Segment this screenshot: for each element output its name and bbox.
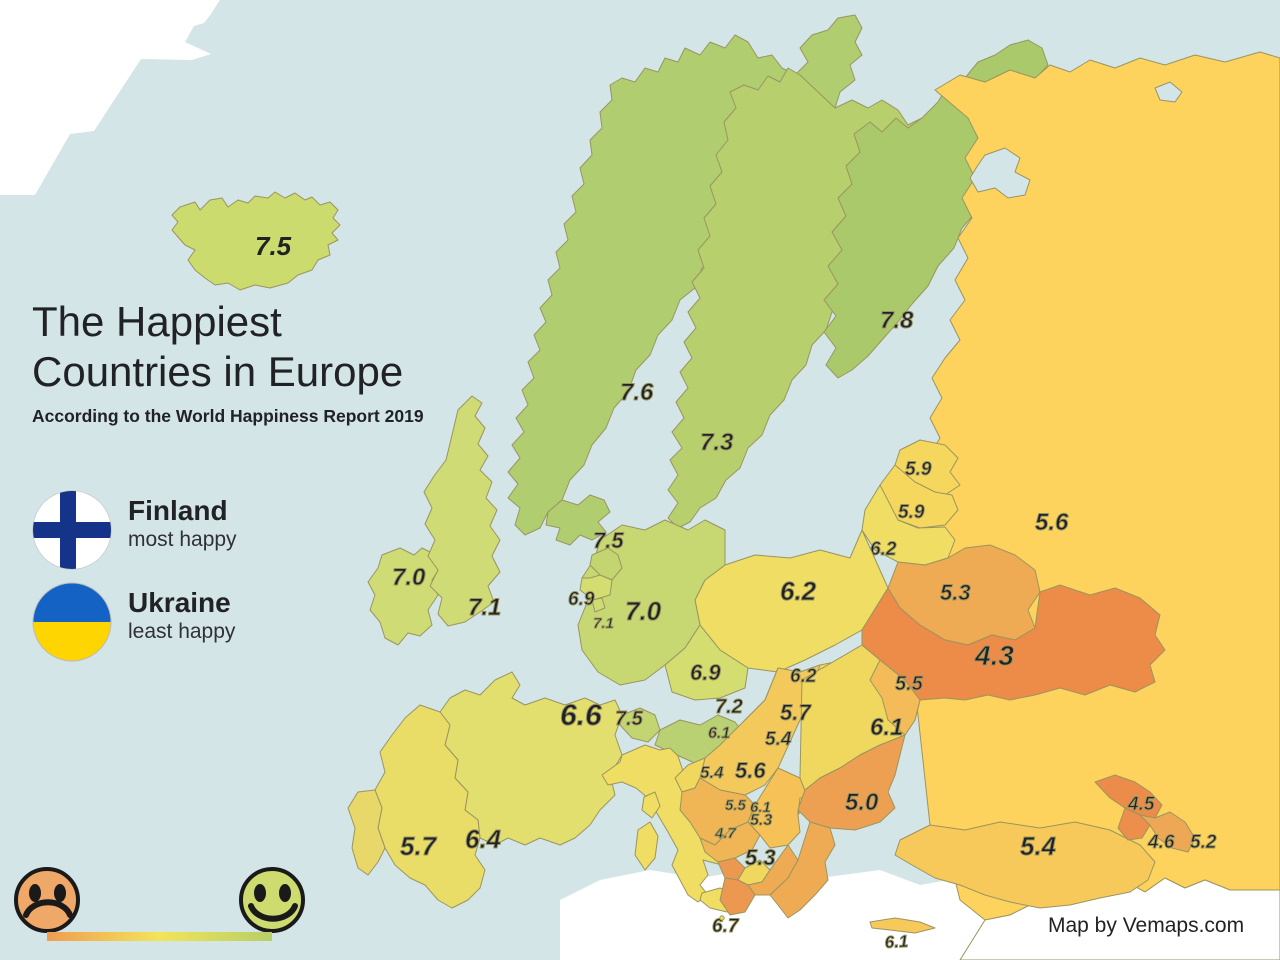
svg-text:7.2: 7.2 — [715, 696, 743, 718]
svg-text:7.3: 7.3 — [700, 429, 734, 456]
svg-text:6.9: 6.9 — [568, 589, 595, 610]
svg-text:6.2: 6.2 — [790, 666, 817, 687]
svg-text:7.0: 7.0 — [625, 596, 662, 626]
svg-text:6.2: 6.2 — [780, 576, 817, 606]
svg-text:6.9: 6.9 — [690, 660, 721, 685]
svg-text:7.0: 7.0 — [392, 564, 426, 591]
svg-text:5.4: 5.4 — [1020, 831, 1057, 861]
svg-text:7.5: 7.5 — [615, 708, 644, 730]
svg-text:5.2: 5.2 — [1190, 832, 1217, 853]
svg-text:5.9: 5.9 — [905, 459, 932, 480]
svg-text:4.3: 4.3 — [974, 640, 1014, 671]
svg-text:6.6: 6.6 — [560, 699, 602, 732]
svg-text:7.1: 7.1 — [593, 615, 614, 632]
svg-text:5.9: 5.9 — [898, 502, 925, 523]
svg-text:5.4: 5.4 — [765, 729, 792, 750]
svg-text:7.8: 7.8 — [880, 307, 914, 334]
svg-text:5.4: 5.4 — [700, 763, 724, 782]
svg-text:5.3: 5.3 — [745, 845, 776, 870]
svg-text:5.3: 5.3 — [750, 812, 772, 829]
svg-text:6.1: 6.1 — [884, 932, 909, 952]
svg-text:5.0: 5.0 — [845, 789, 879, 816]
svg-text:6.7: 6.7 — [712, 916, 740, 937]
svg-text:4.5: 4.5 — [1127, 794, 1155, 815]
svg-text:5.7: 5.7 — [400, 831, 438, 861]
svg-text:6.1: 6.1 — [870, 714, 903, 741]
svg-text:4.7: 4.7 — [714, 825, 737, 842]
svg-text:5.5: 5.5 — [895, 673, 924, 695]
svg-text:5.6: 5.6 — [735, 758, 766, 783]
svg-text:7.5: 7.5 — [593, 528, 624, 553]
svg-text:6.1: 6.1 — [708, 725, 730, 742]
svg-text:5.5: 5.5 — [725, 797, 747, 814]
svg-text:5.6: 5.6 — [1035, 509, 1069, 536]
svg-text:5.7: 5.7 — [780, 700, 812, 725]
svg-text:7.6: 7.6 — [620, 379, 654, 406]
svg-text:6.4: 6.4 — [465, 824, 502, 854]
svg-text:5.3: 5.3 — [940, 580, 971, 605]
svg-text:7.1: 7.1 — [468, 594, 501, 621]
svg-text:4.6: 4.6 — [1147, 832, 1175, 853]
svg-text:7.5: 7.5 — [255, 231, 292, 261]
